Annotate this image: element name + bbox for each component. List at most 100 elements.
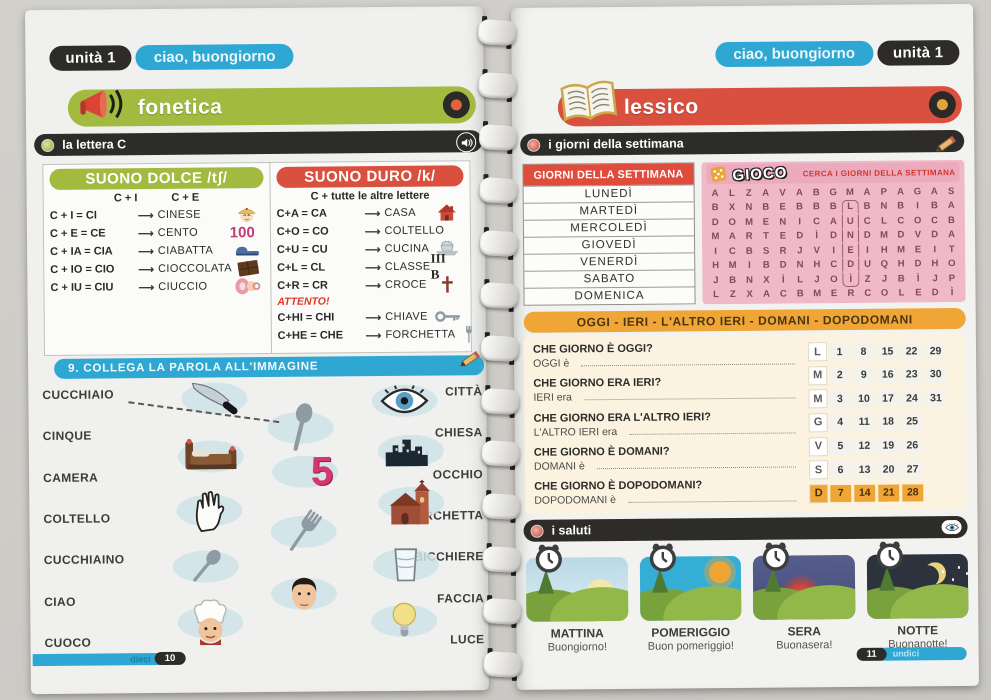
wordsearch-cell: C xyxy=(931,214,939,226)
time-words-bar: OGGI - IERI - L'ALTRO IERI - DOMANI - DO… xyxy=(523,307,966,333)
chapter-badge: ciao, buongiorno xyxy=(715,40,874,68)
exercise-image[interactable] xyxy=(275,507,331,555)
match-word[interactable]: CUOCO xyxy=(44,635,92,650)
exercise-image[interactable] xyxy=(272,404,328,452)
spiral-coil xyxy=(482,544,522,574)
question-item: CHE GIORNO È DOPODOMANI? DOPODOMANI è xyxy=(534,478,800,507)
eye-icon xyxy=(941,519,962,535)
questions-list: CHE GIORNO È OGGI? OGGI è CHE GIORNO ERA… xyxy=(532,341,810,507)
match-word[interactable]: CUCCHIAIO xyxy=(42,387,115,403)
match-word[interactable]: CUCCHIAINO xyxy=(43,552,125,568)
saluti-title: i saluti xyxy=(551,523,592,538)
wordsearch-cell: X xyxy=(763,274,770,286)
exercise-image[interactable] xyxy=(186,374,242,422)
wordsearch-cell: M xyxy=(745,216,754,228)
answer-line[interactable] xyxy=(583,397,796,401)
wordsearch-cell: I xyxy=(832,244,836,256)
calendar-row: V 5 12 19 26 xyxy=(809,436,958,455)
sun-moon-icon xyxy=(708,561,732,584)
answer-line[interactable] xyxy=(628,500,797,503)
calendar-days: 1 8 15 22 29 xyxy=(828,342,947,361)
rule-ce: C + E xyxy=(171,191,200,204)
wordsearch-cell: V xyxy=(779,187,786,199)
wordsearch-cell: O xyxy=(830,273,838,285)
calendar-days: 5 12 19 26 xyxy=(829,436,923,455)
question-text: CHE GIORNO ERA IERI? xyxy=(533,376,662,390)
exercise-image[interactable] xyxy=(178,542,234,590)
calendar-date: 11 xyxy=(853,413,875,431)
alarm-clock-icon xyxy=(532,541,566,573)
days-table-header: GIORNI DELLA SETTIMANA xyxy=(523,163,694,186)
alarm-clock-icon xyxy=(759,539,793,571)
wordsearch-cell: B xyxy=(729,274,737,286)
exercise-image[interactable] xyxy=(383,479,439,527)
spiral-coil xyxy=(479,228,519,258)
rule-formula: C+O = CO xyxy=(276,225,329,238)
spiral-coil xyxy=(478,176,518,206)
answer-line[interactable] xyxy=(596,466,797,469)
lesson-title: i giorni della settimana xyxy=(548,136,684,152)
match-word[interactable]: CIAO xyxy=(44,594,76,609)
wordsearch-cell: B xyxy=(796,288,804,300)
time-of-day-label: MATTINA xyxy=(550,626,604,641)
exercise-image[interactable] xyxy=(182,598,238,646)
answer-line[interactable] xyxy=(581,363,796,367)
wordsearch-cell: C xyxy=(830,259,838,271)
giorni-settimana-bar: i giorni della settimana xyxy=(520,129,965,156)
calendar-day-label: L xyxy=(808,343,827,361)
wordsearch-cell: E xyxy=(914,244,922,256)
rule-icon-slot xyxy=(430,203,464,221)
wordsearch-cell: H xyxy=(897,258,905,270)
wordsearch-cell: Ì xyxy=(950,287,954,299)
exercise-image-icon xyxy=(184,371,244,426)
rule-word: CLASSE xyxy=(384,260,431,274)
exercise-image[interactable] xyxy=(378,541,434,589)
spiral-coil xyxy=(481,439,521,469)
question-text: CHE GIORNO È OGGI? xyxy=(532,342,653,356)
phonetics-table: SUONO DOLCE /tʃ/ C + I C + E C + I = CI … xyxy=(42,160,473,356)
answer-line[interactable] xyxy=(629,431,796,435)
duro-warning-rows: C+HI = CHI ⟶ CHIAVE C+HE = CHE ⟶ xyxy=(277,307,465,345)
exercise-image[interactable] xyxy=(376,597,432,645)
wordsearch-cell: D xyxy=(830,230,837,242)
exercise-image[interactable]: 5 xyxy=(277,447,334,495)
wordsearch-cell: N xyxy=(796,259,804,271)
exercise-image[interactable] xyxy=(183,432,239,480)
rule-word: CINESE xyxy=(157,208,202,222)
answer-prefix: L'ALTRO IERI era xyxy=(533,425,618,439)
calendar-date: 7 xyxy=(830,484,852,503)
rule-icon-slot xyxy=(444,221,470,239)
wordsearch-cell: H xyxy=(931,258,939,270)
exercise-image[interactable] xyxy=(376,377,432,425)
wordsearch-cell: J xyxy=(797,245,803,257)
wordsearch-cell: J xyxy=(932,272,938,284)
calendar-date: 30 xyxy=(925,365,947,383)
calendar-day-label: S xyxy=(809,461,828,479)
match-word[interactable]: COLTELLO xyxy=(43,511,111,526)
wordsearch-cell: B xyxy=(812,201,820,213)
days-list: LUNEDÌ MARTEDÌ MERCOLEDÌ GIOVEDÌ VENERDÌ SABA… xyxy=(523,184,695,305)
match-word[interactable]: CINQUE xyxy=(42,428,92,444)
calendar-days: 3 10 17 24 31 xyxy=(829,389,947,408)
target-icon xyxy=(928,91,956,119)
wordsearch-cell: C xyxy=(863,215,871,227)
exercise-image[interactable] xyxy=(276,569,332,617)
rule-formula: C+U = CU xyxy=(276,243,328,256)
wordsearch-cell: L xyxy=(881,215,887,227)
wordsearch-cell: A xyxy=(762,187,770,199)
rule-icon-slot xyxy=(431,307,465,325)
wordsearch-instruction: CERCA I GIORNI DELLA SETTIMANA xyxy=(802,167,956,178)
rule-icon-slot: 100 xyxy=(230,223,264,241)
time-of-day-label: SERA xyxy=(787,624,821,639)
phonetic-rule-row: C + E = CE ⟶ CENTO 100 xyxy=(50,223,264,243)
right-page-footer: 11 undici xyxy=(856,646,967,661)
rule-all-letters: C + tutte le altre lettere xyxy=(310,189,430,203)
exercise-image[interactable] xyxy=(181,486,237,534)
exercise-image[interactable] xyxy=(383,427,439,475)
time-of-day-label: POMERIGGIO xyxy=(651,625,731,640)
match-word[interactable]: CAMERA xyxy=(43,470,99,485)
calendar-day-label: V xyxy=(809,437,827,455)
rule-icon-slot xyxy=(230,277,264,295)
exercise-image-icon xyxy=(383,435,439,467)
